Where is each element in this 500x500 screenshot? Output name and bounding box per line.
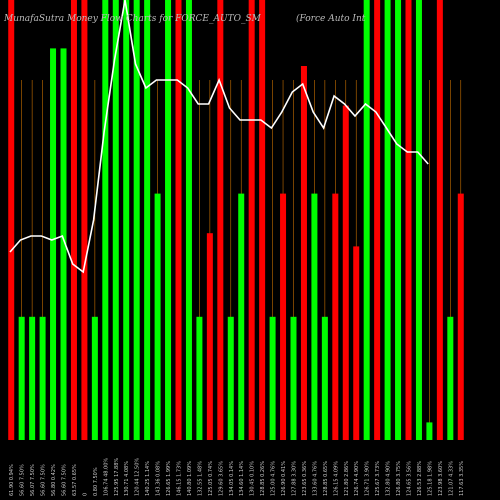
bar xyxy=(112,0,119,440)
bar xyxy=(321,316,328,440)
tick-label: 134.60 1.14% xyxy=(239,461,245,496)
tick-label: 123.65 0.36% xyxy=(302,461,308,496)
tick-label: 61.90 0.94% xyxy=(9,464,15,496)
tick-label: 106.74 48.00% xyxy=(103,458,109,496)
bar xyxy=(29,316,36,440)
bar xyxy=(259,0,266,440)
bar xyxy=(300,66,307,440)
bar xyxy=(144,0,151,440)
tick-label: 126.71 3.90% xyxy=(365,461,371,496)
tick-label: 134.05 0.14% xyxy=(229,461,235,496)
tick-label: 123.98 3.60% xyxy=(438,461,444,496)
bar xyxy=(405,0,412,440)
tick-label: 128.85 0.26% xyxy=(260,461,266,496)
tick-label: 120.44 12.50% xyxy=(135,458,141,496)
tick-label: 126.15 4.09% xyxy=(333,461,339,496)
x-axis-tick-labels: 61.90 0.94% 56.60 7.50% 56.07 7.50% 56.60 7… xyxy=(9,458,465,496)
tick-label: 126.80 3.75% xyxy=(396,461,402,496)
tick-label: 128.85 0.65% xyxy=(323,461,329,496)
tick-label: 126.65 1.99% xyxy=(166,461,172,496)
tick-label: 0.80 7.50% xyxy=(93,467,99,496)
bar xyxy=(457,193,464,440)
tick-label: 56.60 7.50% xyxy=(20,464,26,496)
bar xyxy=(227,316,234,440)
bar xyxy=(342,105,349,440)
bar xyxy=(185,0,192,440)
chart-title: MunafaSutra Money Flow Charts for FORCE_… xyxy=(3,14,262,24)
bar xyxy=(196,316,203,440)
bar xyxy=(91,316,98,440)
tick-label: 126.53 2.88% xyxy=(417,461,423,496)
bar xyxy=(248,0,255,440)
bar xyxy=(133,0,140,440)
bar xyxy=(353,246,360,440)
bar xyxy=(154,193,161,440)
bar xyxy=(123,0,130,440)
tick-label: 126.90 0.41% xyxy=(281,461,287,496)
bar xyxy=(206,233,213,440)
tick-label: 132.80 4.90% xyxy=(386,461,392,496)
tick-label: 121.80 2.86% xyxy=(344,461,350,496)
bar xyxy=(60,48,67,441)
bar xyxy=(39,316,46,440)
tick-label: 130.45 0.10% xyxy=(250,461,256,496)
bar xyxy=(70,0,77,440)
tick-label: 117.63 3.35% xyxy=(459,461,465,496)
bar xyxy=(8,0,15,440)
tick-label: 125.05 0.74% xyxy=(208,461,214,496)
tick-label: 56.60 7.50% xyxy=(41,464,47,496)
tick-label: 146.15 1.73% xyxy=(177,461,183,496)
line-series xyxy=(9,0,429,274)
bar xyxy=(363,0,370,440)
tick-label: 0 xyxy=(82,493,88,496)
chart-title-company: (Force Auto Int xyxy=(296,13,366,24)
tick-label: 140.80 1.09% xyxy=(187,461,193,496)
bar xyxy=(384,0,391,440)
tick-label: 125.95 17.88% xyxy=(114,458,120,496)
tick-label: 125.67 3.73% xyxy=(375,461,381,496)
bar xyxy=(426,422,433,440)
tick-label: 126.74 4.90% xyxy=(354,461,360,496)
tick-label: 125.18 1.98% xyxy=(427,461,433,496)
bar xyxy=(175,0,182,440)
tick-label: 130.71 4.08% xyxy=(124,461,130,496)
bar xyxy=(447,316,454,440)
tick-label: 125.00 4.76% xyxy=(271,461,277,496)
bar xyxy=(395,0,402,440)
tick-label: 56.60 7.50% xyxy=(62,464,68,496)
tick-label: 127.88 3.30% xyxy=(292,461,298,496)
tick-label: 133.60 4.76% xyxy=(312,461,318,496)
bar xyxy=(165,0,172,440)
bar xyxy=(50,48,57,441)
bar-series xyxy=(8,0,464,441)
bar xyxy=(269,316,276,440)
tick-label: 56.80 0.42% xyxy=(51,464,57,496)
bar xyxy=(81,0,88,440)
tick-label: 140.25 1.14% xyxy=(145,461,151,496)
tick-label: 143.36 0.08% xyxy=(156,461,162,496)
bar xyxy=(18,316,25,440)
tick-label: 56.07 7.50% xyxy=(30,464,36,496)
bar xyxy=(280,193,287,440)
bar xyxy=(436,0,443,440)
bar xyxy=(102,0,109,440)
bar xyxy=(238,193,245,440)
bar xyxy=(332,193,339,440)
bar xyxy=(415,0,422,440)
line-path xyxy=(9,0,429,274)
tick-label: 63.57 0.65% xyxy=(72,464,78,496)
bar xyxy=(217,0,224,440)
tick-label: 129.60 3.65% xyxy=(218,461,224,496)
bar xyxy=(290,316,297,440)
tick-label: 121.07 4.33% xyxy=(448,461,454,496)
tick-label: 124.65 3.56% xyxy=(407,461,413,496)
bar xyxy=(311,193,318,440)
bar xyxy=(374,0,381,440)
tick-label: 132.55 1.48% xyxy=(197,461,203,496)
